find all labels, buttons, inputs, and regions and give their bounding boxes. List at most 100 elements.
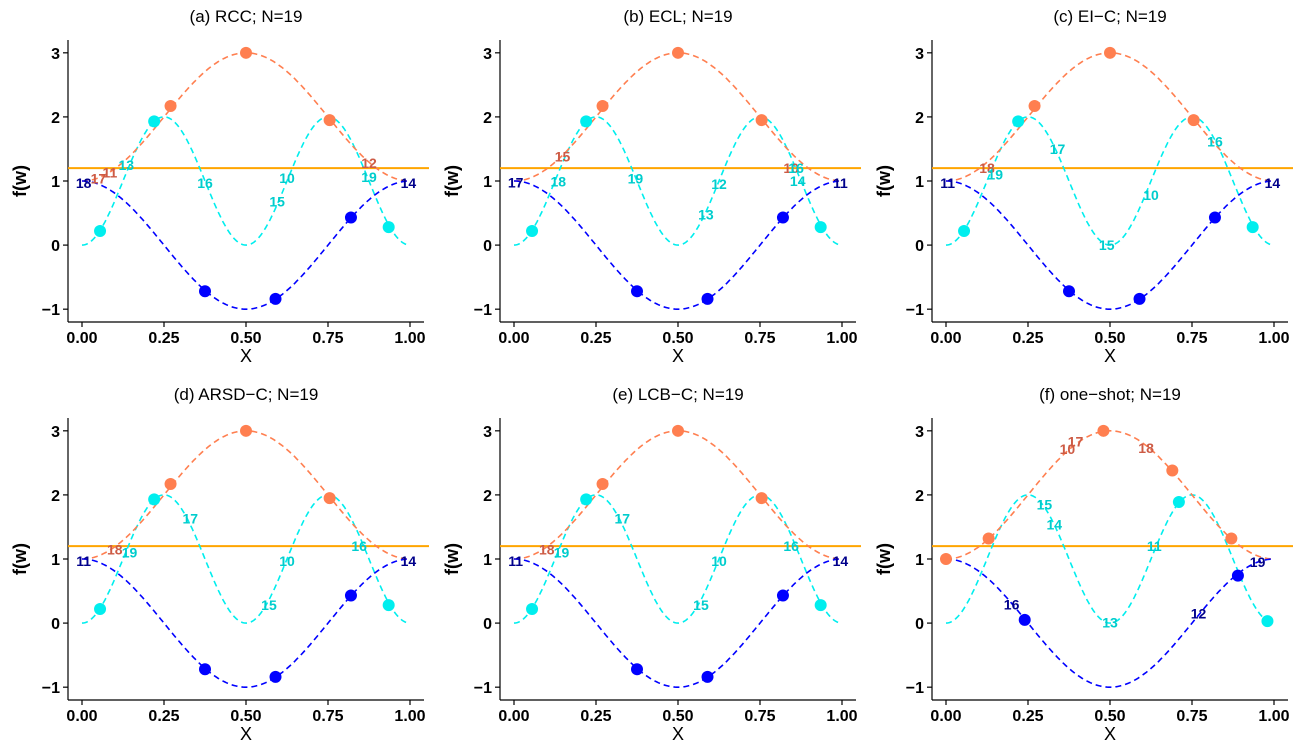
iteration-label-f3: 14 [790,173,806,189]
iteration-label-f1: 10 [1060,441,1076,457]
chart-panel-b: (b) ECL; N=190.00 0.25 0.50 0.75 1.00−10123X… [442,7,861,366]
data-point-f3 [958,224,971,237]
iteration-label-f1: 18 [979,160,995,176]
y-tick-label: 3 [483,424,492,441]
iteration-label-f3: 16 [351,538,367,554]
curve-f1 [946,430,1274,560]
data-point-f3 [814,599,827,612]
iteration-label-f3: 14 [1046,516,1062,532]
chart-title: (b) ECL; N=19 [623,7,732,26]
y-tick-label: 3 [51,424,60,441]
data-point-f1 [164,478,177,491]
data-point-f2 [1018,613,1031,626]
curve-f2 [514,558,842,688]
iteration-label-f2: 11 [508,553,523,569]
chart-panel-c: (c) EI−C; N=19 0.00 0.25 0.50 0.75 1.00 −1 0 1 2 3… [874,7,1293,366]
x-axis-label: X [672,724,684,744]
iteration-label-f1: 18 [107,541,123,557]
x-tick-label: 0.50 [662,708,693,725]
iteration-label-f1: 17 [91,170,107,186]
data-point-f2 [776,589,789,602]
x-tick-label: 0.50 [662,330,693,347]
y-axis-label: f(w) [442,165,462,197]
chart-title: (d) ARSD−C; N=19 [174,385,319,404]
data-point-f1 [596,100,609,113]
y-tick-label: 0 [483,238,492,255]
iteration-label-f2: 16 [1004,597,1020,613]
data-point-f2 [1133,292,1146,305]
iteration-label-f2: 11 [833,175,848,191]
iteration-label-f3: 16 [788,160,804,176]
iteration-label-f3: 19 [987,167,1003,183]
iteration-label-f3: 19 [361,169,377,185]
iteration-label-f2: 11 [76,553,91,569]
y-axis-label: f(w) [874,543,894,575]
x-tick-label: 0.50 [1094,330,1125,347]
data-point-f1 [1097,424,1110,437]
data-point-f1 [240,424,252,437]
y-tick-label: −1 [474,302,492,319]
data-point-f2 [701,292,714,305]
iteration-label-f3: 16 [197,175,213,191]
x-tick-label: 0.75 [744,330,775,347]
y-tick-label: 3 [51,46,60,63]
iteration-label-f1: 18 [1138,440,1154,456]
iteration-label-f3: 15 [1099,237,1115,253]
iteration-label-f3: 13 [1102,614,1118,630]
y-axis-label: f(w) [10,165,30,197]
x-tick-label: 0.75 [312,708,343,725]
iteration-label-f1: 17 [1068,434,1084,450]
y-tick-label: 3 [915,424,924,441]
y-tick-label: 0 [915,616,924,633]
x-tick-label: 0.50 [230,330,261,347]
iteration-label-f3: 19 [554,545,570,561]
y-tick-label: 0 [483,616,492,633]
x-tick-label: 0.00 [930,330,961,347]
data-point-f2 [269,670,282,683]
iteration-label-f3: 11 [1147,538,1162,554]
y-tick-label: 3 [915,46,924,63]
y-tick-label: 0 [51,238,60,255]
data-point-f1 [323,492,336,505]
x-tick-label: 0.25 [148,708,179,725]
iteration-label-f3: 12 [711,176,727,192]
x-axis-label: X [1104,346,1116,366]
iteration-label-f2: 14 [401,553,417,569]
iteration-label-f2: 19 [1250,554,1266,570]
data-point-f3 [1261,615,1274,628]
iteration-label-f3: 10 [1143,187,1159,203]
iteration-label-f3: 17 [614,511,630,527]
data-point-f1 [940,553,952,565]
data-point-f2 [199,285,211,298]
data-point-f2 [344,589,357,602]
x-tick-label: 0.25 [580,330,611,347]
data-point-f3 [814,221,827,234]
iteration-label-f1: 18 [539,541,555,557]
x-axis-label: X [1104,724,1116,744]
y-tick-label: 3 [483,46,492,63]
data-point-f1 [164,100,177,113]
data-point-f3 [148,493,161,506]
iteration-label-f1: 10 [783,160,799,176]
data-point-f1 [323,114,336,127]
y-tick-label: 2 [915,110,924,127]
iteration-label-f3: 16 [783,538,799,554]
y-tick-label: 1 [51,174,60,191]
iteration-label-f3: 13 [118,157,134,173]
y-tick-label: 1 [483,174,492,191]
data-point-f1 [755,114,768,127]
iteration-label-f3: 15 [261,597,277,613]
iteration-label-f1: 15 [555,149,571,165]
y-tick-label: 2 [51,488,60,505]
data-point-f1 [672,424,684,437]
data-point-f2 [199,663,211,676]
iteration-label-f3: 13 [698,206,714,222]
x-tick-label: 1.00 [394,708,425,725]
data-point-f1 [982,532,995,545]
data-point-f2 [631,663,643,676]
data-point-f1 [596,478,609,491]
data-point-f3 [580,493,593,506]
data-point-f2 [344,211,357,224]
data-point-f3 [148,115,161,128]
x-tick-label: 1.00 [826,330,857,347]
